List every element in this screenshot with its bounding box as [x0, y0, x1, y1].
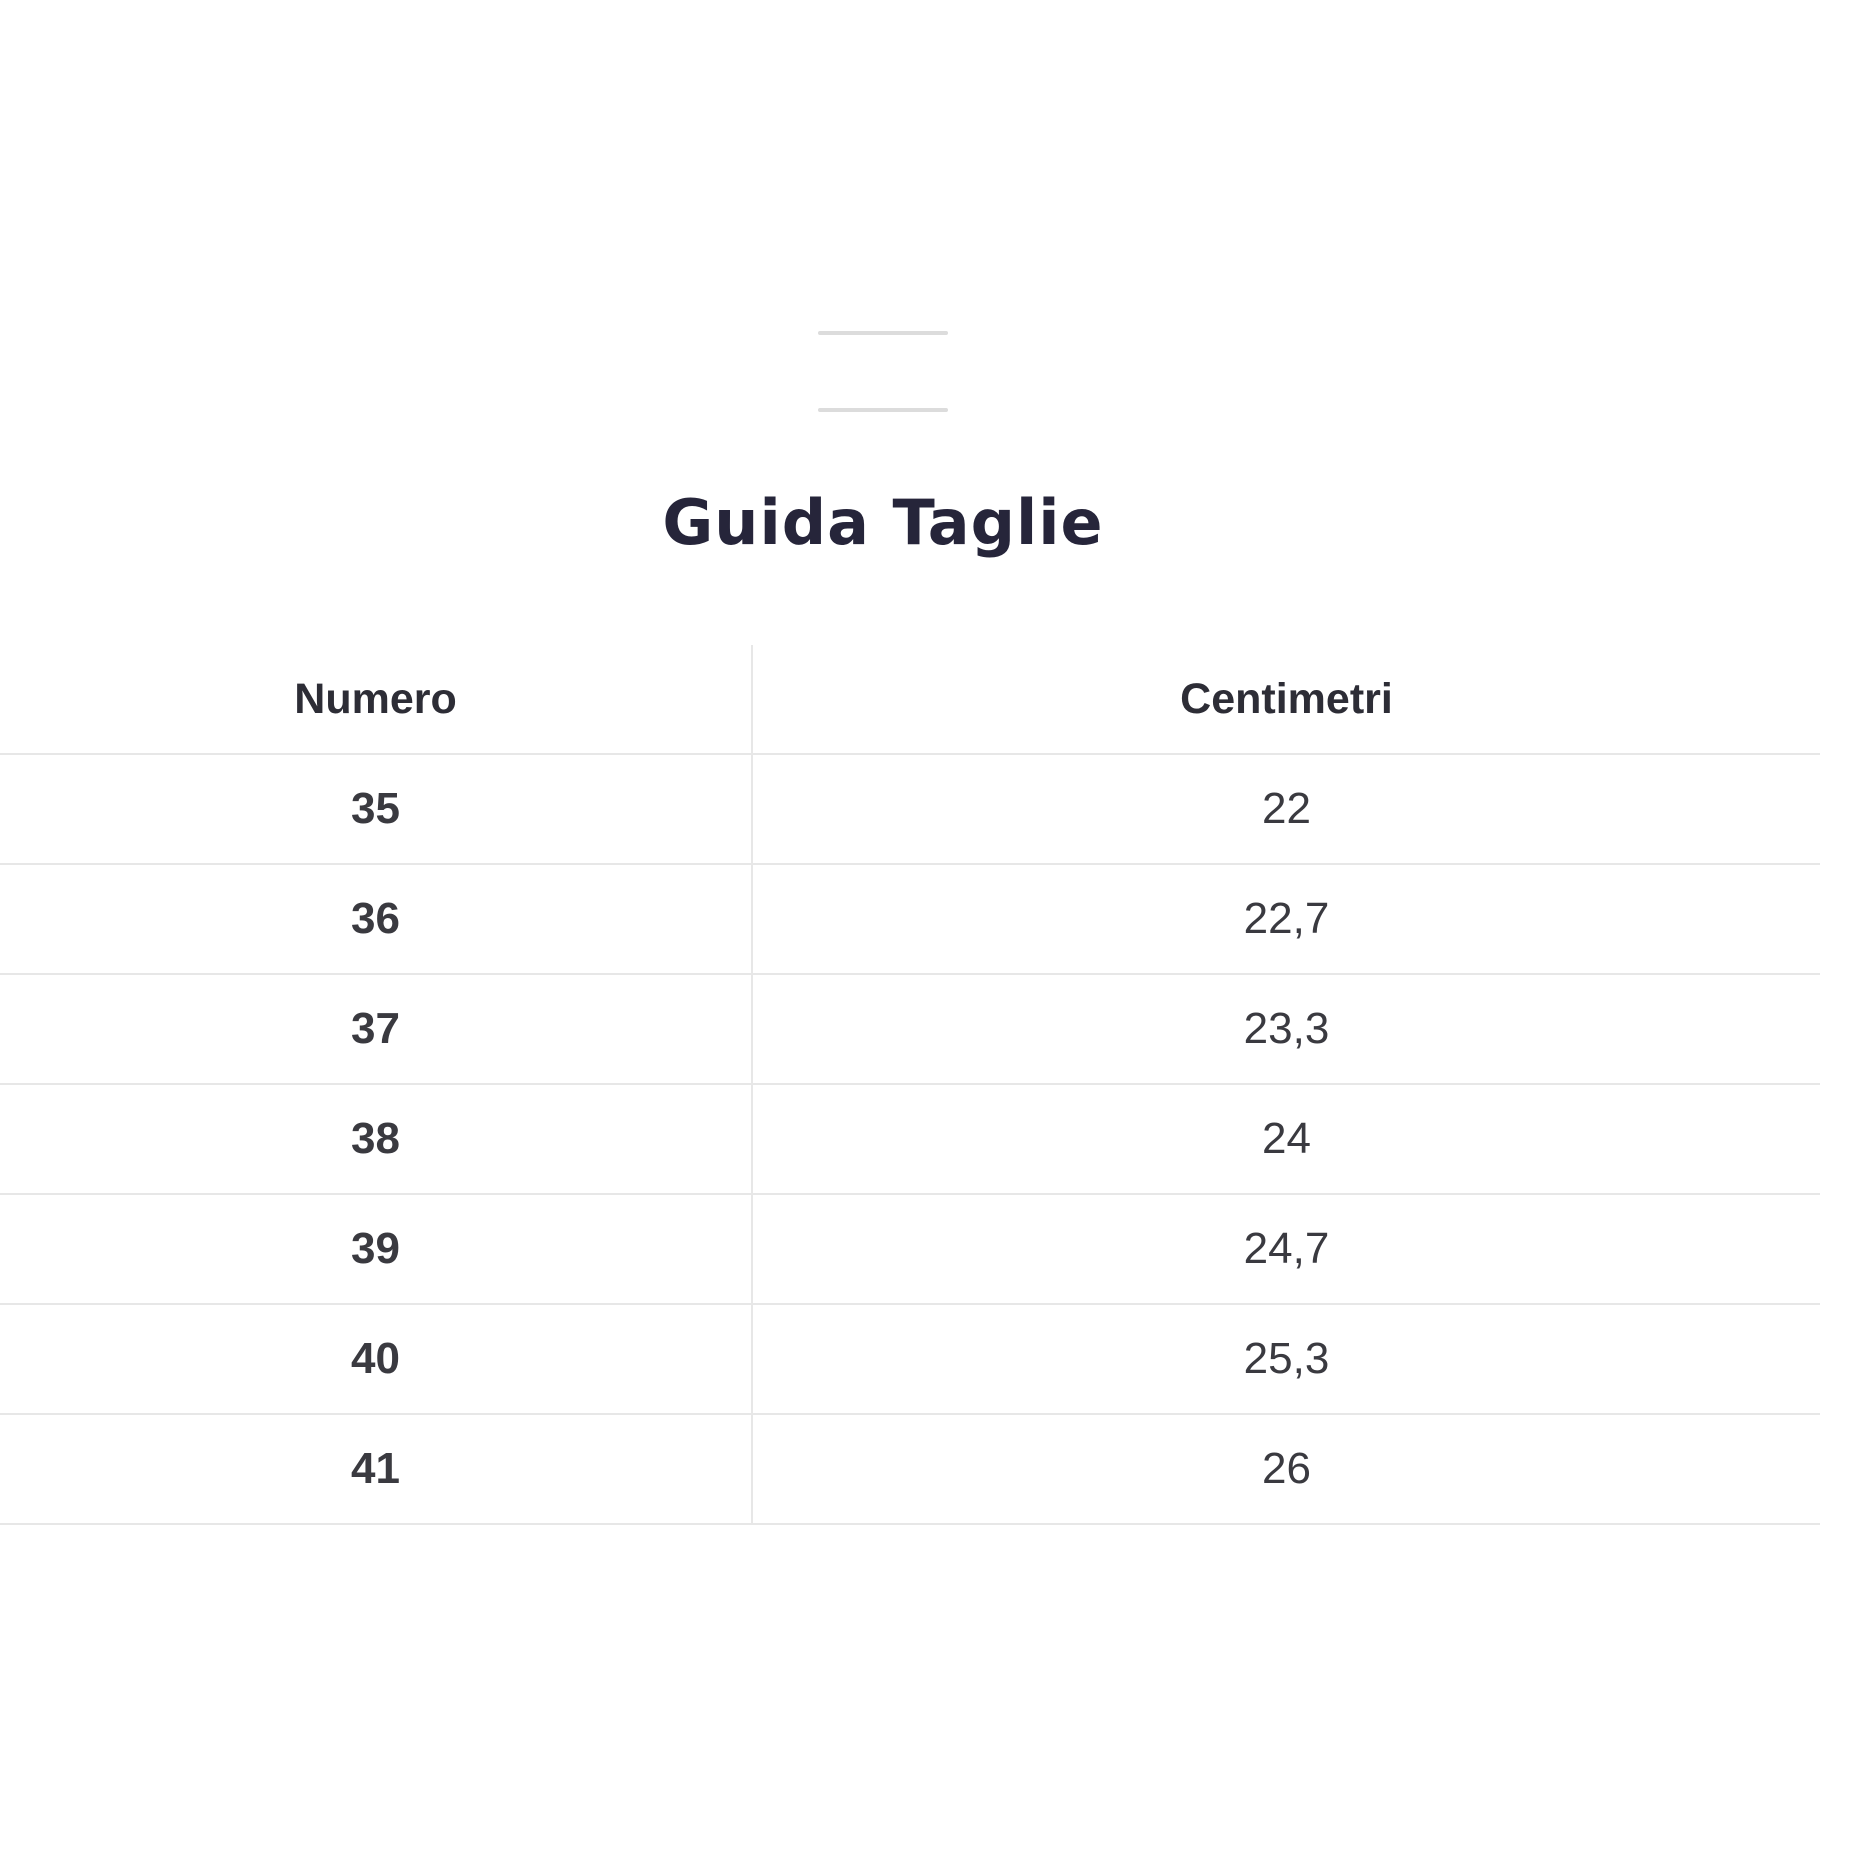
- cell-centimetri: 22: [1262, 784, 1311, 833]
- cell-centimetri: 25,3: [1243, 1334, 1330, 1383]
- cell-centimetri: 24: [1262, 1114, 1311, 1163]
- cell-numero: 41: [0, 1415, 753, 1523]
- cell-numero: 38: [0, 1085, 753, 1193]
- cell-numero: 36: [0, 865, 753, 973]
- size-table-body: 35 22 36 22,7 37 23,3 38 24 39 24,7 40 2…: [0, 755, 1820, 1525]
- cell-centimetri: 22,7: [1243, 894, 1330, 943]
- table-row: 39 24,7: [0, 1195, 1820, 1305]
- column-header-numero: Numero: [0, 645, 753, 753]
- cell-centimetri: 26: [1262, 1444, 1311, 1493]
- table-row: 41 26: [0, 1415, 1820, 1525]
- cell-centimetri: 23,3: [1243, 1004, 1330, 1053]
- table-row: 40 25,3: [0, 1305, 1820, 1415]
- cell-numero: 40: [0, 1305, 753, 1413]
- cell-numero: 39: [0, 1195, 753, 1303]
- drag-handle[interactable]: [0, 331, 1766, 412]
- size-table: Numero Centimetri 35 22 36 22,7 37 23,3 …: [0, 645, 1820, 1525]
- page-title: Guida Taglie: [662, 486, 1104, 559]
- table-row: 37 23,3: [0, 975, 1820, 1085]
- table-row: 36 22,7: [0, 865, 1820, 975]
- drag-handle-icon: [818, 331, 948, 335]
- table-row: 35 22: [0, 755, 1820, 865]
- cell-numero: 35: [0, 755, 753, 863]
- column-header-centimetri: Centimetri: [1180, 674, 1393, 723]
- cell-numero: 37: [0, 975, 753, 1083]
- table-header-row: Numero Centimetri: [0, 645, 1820, 755]
- drag-handle-icon: [818, 408, 948, 412]
- table-row: 38 24: [0, 1085, 1820, 1195]
- cell-centimetri: 24,7: [1243, 1224, 1330, 1273]
